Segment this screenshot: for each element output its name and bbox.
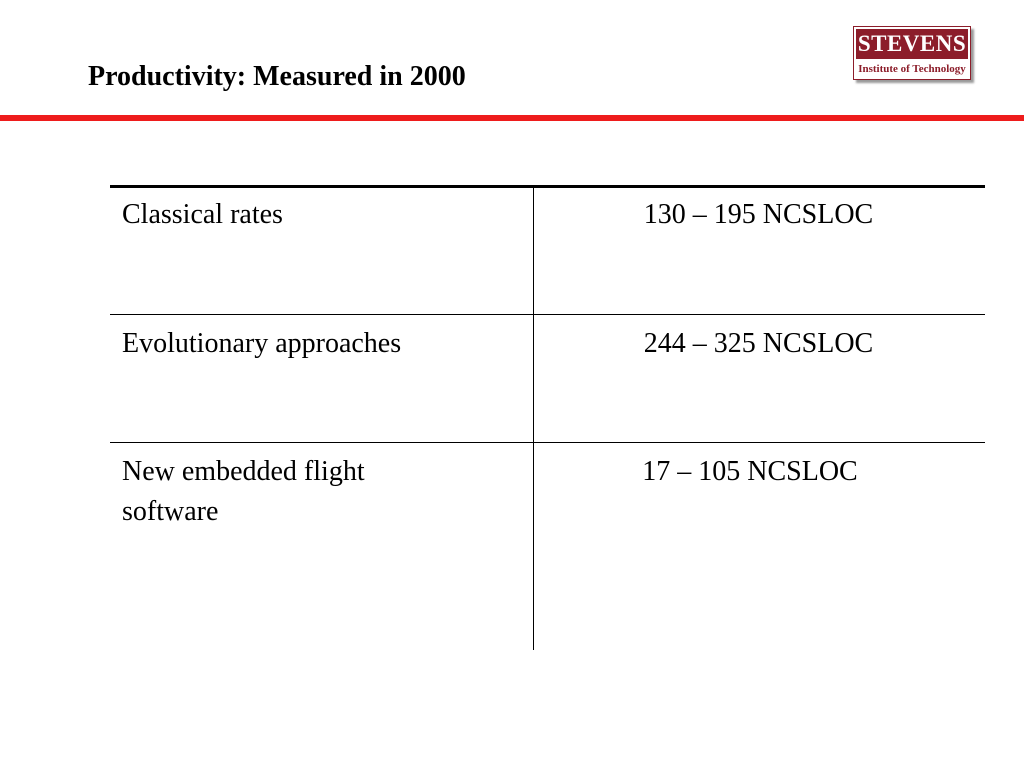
table-column-divider	[533, 185, 534, 650]
table-top-border	[110, 185, 985, 188]
logo-subtitle: Institute of Technology	[858, 63, 966, 75]
stevens-logo: STEVENS Institute of Technology	[853, 26, 971, 80]
row-label-classical: Classical rates	[122, 199, 283, 230]
row-label-embedded: New embedded flight software	[122, 456, 365, 527]
logo-name: STEVENS	[856, 29, 968, 59]
row-value-embedded: 17 – 105 NCSLOC	[642, 456, 858, 487]
row-label-evolutionary: Evolutionary approaches	[122, 328, 402, 359]
row-value-evolutionary: 244 – 325 NCSLOC	[643, 328, 874, 359]
productivity-table: Classical rates 130 – 195 NCSLOC Evoluti…	[110, 185, 985, 650]
row-value-classical: 130 – 195 NCSLOC	[643, 199, 874, 230]
table-row-divider	[110, 314, 985, 315]
table-row-divider	[110, 442, 985, 443]
slide-title: Productivity: Measured in 2000	[88, 61, 466, 92]
title-divider	[0, 115, 1024, 121]
